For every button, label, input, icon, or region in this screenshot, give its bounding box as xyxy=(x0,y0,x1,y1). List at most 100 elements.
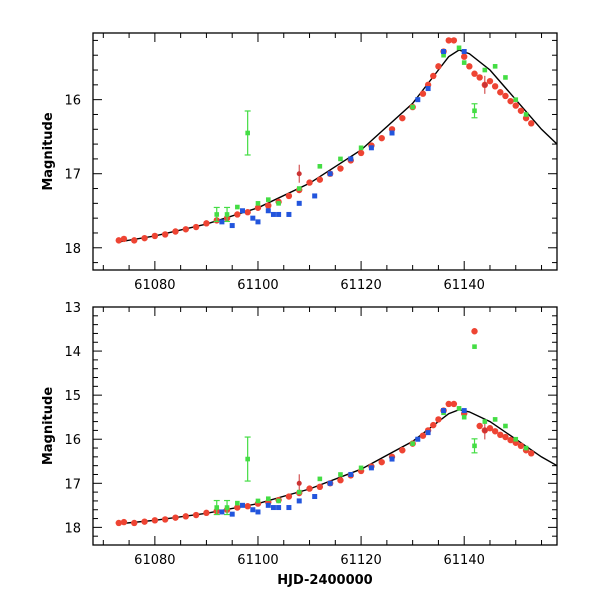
blue-data-point xyxy=(415,97,421,103)
red-data-point xyxy=(337,165,344,172)
red-data-point xyxy=(507,97,514,105)
blue-data-point xyxy=(219,219,225,225)
red-data-point xyxy=(161,516,169,523)
red-data-point xyxy=(234,211,241,218)
red-data-point xyxy=(517,442,525,450)
x-tick-label: 61080 xyxy=(134,278,175,293)
y-tick-label: 17 xyxy=(64,168,81,183)
bottom-panel: 61080 61100 61120 61140 13 14 15 16 17 18 Magnitud… xyxy=(41,301,558,568)
blue-data-point xyxy=(270,505,276,511)
red-data-point xyxy=(486,77,494,85)
blue-data-point xyxy=(348,471,354,477)
blue-data-point xyxy=(327,171,333,177)
red-data-point xyxy=(466,63,473,70)
y-axis-title: Magnitude xyxy=(41,387,56,466)
red-data-point xyxy=(476,74,483,81)
green-data-point xyxy=(214,505,220,510)
y-tick-label: 13 xyxy=(64,301,81,316)
green-data-point xyxy=(245,130,250,136)
red-data-point xyxy=(357,149,365,157)
red-data-point xyxy=(115,237,122,244)
red-data-point xyxy=(517,107,525,114)
red-data-point xyxy=(528,450,535,457)
red-data-point xyxy=(244,209,251,216)
green-data-point xyxy=(276,201,281,206)
green-data-point xyxy=(214,212,220,217)
red-data-point xyxy=(430,421,437,429)
green-data-point xyxy=(503,423,508,429)
blue-data-point xyxy=(270,211,276,217)
blue-data-point xyxy=(255,219,261,225)
blue-data-point xyxy=(265,502,271,508)
green-data-point xyxy=(276,498,281,504)
red-data-point xyxy=(491,428,499,435)
red-data-point xyxy=(254,204,262,211)
blue-data-point xyxy=(276,211,282,217)
red-data-point xyxy=(234,504,241,511)
red-data-point xyxy=(151,517,159,524)
green-data-point xyxy=(472,108,477,114)
green-data-point xyxy=(441,52,446,58)
red-data-point xyxy=(419,432,427,439)
blue-data-point xyxy=(229,223,235,229)
red-data-point xyxy=(182,226,189,233)
blue-data-point xyxy=(296,498,302,504)
y-tick-label: 15 xyxy=(64,389,81,404)
y-tick-label: 16 xyxy=(64,433,81,448)
plot-area xyxy=(115,37,557,244)
red-data-point xyxy=(265,202,272,209)
model-curve xyxy=(118,49,557,243)
red-data-point xyxy=(461,53,468,60)
blue-data-point xyxy=(276,505,282,511)
red-data-point xyxy=(512,102,519,109)
red-data-point xyxy=(491,83,499,90)
blue-data-point xyxy=(327,480,333,486)
green-data-point xyxy=(265,197,271,202)
blue-data-point xyxy=(441,408,447,414)
green-data-point xyxy=(338,156,343,162)
blue-data-point xyxy=(229,511,235,517)
red-data-point xyxy=(285,192,293,200)
blue-data-point xyxy=(219,509,225,515)
y-tick-label: 14 xyxy=(64,345,81,360)
red-data-point xyxy=(172,514,179,521)
green-data-point xyxy=(492,417,498,422)
blue-data-point xyxy=(312,193,318,199)
red-data-point xyxy=(502,92,509,100)
y-tick-label: 17 xyxy=(64,477,81,492)
x-tick-label: 61140 xyxy=(444,553,485,568)
red-data-point xyxy=(285,493,293,500)
red-data-point xyxy=(435,416,442,423)
red-outlier-point xyxy=(482,427,488,433)
green-data-point xyxy=(482,67,488,73)
red-data-point xyxy=(486,425,494,432)
red-data-point xyxy=(203,220,210,227)
red-data-point xyxy=(450,37,458,44)
red-data-point xyxy=(172,228,179,235)
blue-data-point xyxy=(296,200,302,206)
blue-data-point xyxy=(255,509,261,515)
red-data-point xyxy=(337,477,344,484)
red-data-point xyxy=(151,232,159,240)
red-data-point xyxy=(120,518,128,526)
green-data-point xyxy=(296,186,302,191)
green-data-point xyxy=(296,489,302,495)
blue-data-point xyxy=(250,507,256,513)
green-data-point xyxy=(224,212,230,217)
x-tick-label: 61140 xyxy=(444,278,485,293)
red-data-point xyxy=(131,519,138,527)
green-data-point xyxy=(410,441,415,446)
green-data-point xyxy=(461,60,467,65)
red-data-point xyxy=(497,431,504,439)
plot-frame xyxy=(92,32,558,271)
red-data-point xyxy=(131,237,138,244)
green-data-point xyxy=(265,496,271,502)
red-data-point xyxy=(445,37,452,44)
red-data-point xyxy=(419,90,427,97)
green-data-point xyxy=(456,406,462,411)
plot-frame xyxy=(92,306,558,546)
green-data-point xyxy=(255,201,261,206)
y-tick-label: 18 xyxy=(64,521,81,536)
blue-data-point xyxy=(286,211,292,217)
red-data-point xyxy=(316,483,324,491)
